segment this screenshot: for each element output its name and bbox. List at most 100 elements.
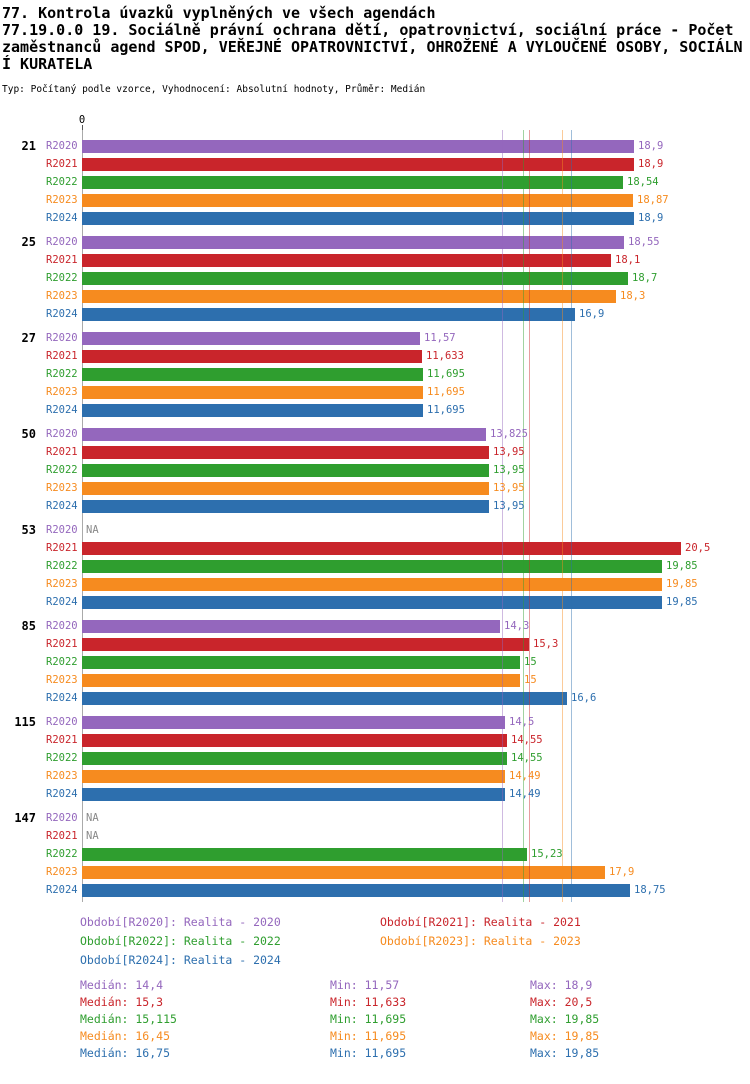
series-row-label: R2022: [46, 464, 78, 476]
stat-max-r2023: Max: 19,85: [530, 1029, 600, 1043]
series-row-label: R2020: [46, 620, 78, 632]
bar-value-label: 13,95: [493, 482, 525, 494]
series-row-label: R2021: [46, 350, 78, 362]
axis-zero-label: 0: [78, 114, 86, 126]
na-value-label: NA: [86, 524, 99, 536]
legend-item-r2020: Období[R2020]: Realita - 2020: [80, 915, 281, 929]
bar-value-label: 18,54: [627, 176, 659, 188]
series-row-label: R2022: [46, 560, 78, 572]
axis-tick: [82, 125, 83, 130]
bar-value-label: 14,3: [504, 620, 530, 632]
bar-value-label: 11,633: [426, 350, 464, 362]
legend-item-r2022: Období[R2022]: Realita - 2022: [80, 934, 281, 948]
bar-value-label: 18,87: [637, 194, 669, 206]
series-row-label: R2023: [46, 770, 78, 782]
series-row-label: R2024: [46, 692, 78, 704]
bar-value-label: 16,9: [579, 308, 605, 320]
bar-r2023: [82, 386, 423, 399]
bar-value-label: 13,95: [493, 464, 525, 476]
bar-r2024: [82, 500, 489, 513]
bar-r2023: [82, 194, 633, 207]
bar-value-label: 11,57: [424, 332, 456, 344]
chart-title: 77. Kontrola úvazků vyplněných ve všech …: [2, 4, 436, 22]
series-row-label: R2024: [46, 212, 78, 224]
series-row-label: R2022: [46, 656, 78, 668]
stat-max-r2022: Max: 19,85: [530, 1012, 600, 1026]
bar-value-label: 14,49: [509, 788, 541, 800]
median-line-r2023: [562, 130, 564, 902]
median-line-r2022: [523, 130, 525, 902]
stat-median-r2024: Medián: 16,75: [80, 1046, 171, 1060]
series-row-label: R2024: [46, 788, 78, 800]
stat-median-r2023: Medián: 16,45: [80, 1029, 171, 1043]
series-row-label: R2020: [46, 812, 78, 824]
series-row-label: R2020: [46, 716, 78, 728]
bar-value-label: 14,49: [509, 770, 541, 782]
chart-subtitle: 77.19.0.0 19. Sociálně právní ochrana dě…: [2, 21, 743, 73]
series-row-label: R2022: [46, 848, 78, 860]
bar-r2021: [82, 350, 422, 363]
series-row-label: R2023: [46, 194, 78, 206]
series-row-label: R2021: [46, 830, 78, 842]
bar-r2021: [82, 734, 507, 747]
series-row-label: R2024: [46, 404, 78, 416]
median-line-r2024: [571, 130, 573, 902]
series-row-label: R2024: [46, 500, 78, 512]
series-row-label: R2021: [46, 254, 78, 266]
bar-r2023: [82, 866, 605, 879]
stat-min-r2020: Min: 11,57: [330, 978, 400, 992]
category-label: 53: [21, 523, 36, 537]
bar-r2021: [82, 254, 611, 267]
series-row-label: R2020: [46, 236, 78, 248]
stat-min-r2022: Min: 11,695: [330, 1012, 407, 1026]
bar-value-label: 18,7: [632, 272, 658, 284]
bar-value-label: 17,9: [609, 866, 635, 878]
stat-min-r2023: Min: 11,695: [330, 1029, 407, 1043]
bar-value-label: 13,825: [490, 428, 528, 440]
series-row-label: R2020: [46, 524, 78, 536]
bar-value-label: 14,5: [509, 716, 535, 728]
stat-median-r2020: Medián: 14,4: [80, 978, 164, 992]
series-row-label: R2023: [46, 674, 78, 686]
bar-r2021: [82, 542, 681, 555]
series-row-label: R2021: [46, 638, 78, 650]
na-value-label: NA: [86, 812, 99, 824]
bar-r2020: [82, 428, 486, 441]
bar-r2022: [82, 272, 628, 285]
stat-max-r2024: Max: 19,85: [530, 1046, 600, 1060]
bar-value-label: 18,55: [628, 236, 660, 248]
series-row-label: R2020: [46, 428, 78, 440]
series-row-label: R2020: [46, 140, 78, 152]
bar-r2020: [82, 332, 420, 345]
median-line-r2021: [528, 130, 530, 902]
series-row-label: R2024: [46, 308, 78, 320]
bar-value-label: 18,3: [620, 290, 646, 302]
bar-r2022: [82, 464, 489, 477]
stat-min-r2021: Min: 11,633: [330, 995, 407, 1009]
bar-value-label: 15,3: [533, 638, 559, 650]
stat-max-r2021: Max: 20,5: [530, 995, 593, 1009]
bar-r2020: [82, 140, 634, 153]
bar-value-label: 19,85: [666, 596, 698, 608]
series-row-label: R2024: [46, 596, 78, 608]
series-row-label: R2020: [46, 332, 78, 344]
chart-header: 77. Kontrola úvazků vyplněných ve všech …: [2, 5, 748, 96]
category-label: 50: [21, 427, 36, 441]
series-row-label: R2022: [46, 368, 78, 380]
bar-value-label: 18,1: [615, 254, 641, 266]
value-axis-line: [82, 130, 83, 902]
median-line-r2020: [502, 130, 504, 902]
legend-item-r2023: Období[R2023]: Realita - 2023: [380, 934, 581, 948]
series-row-label: R2023: [46, 386, 78, 398]
bar-value-label: 11,695: [427, 386, 465, 398]
bar-r2023: [82, 674, 520, 687]
bar-r2023: [82, 482, 489, 495]
category-label: 25: [21, 235, 36, 249]
bar-value-label: 19,85: [666, 560, 698, 572]
bar-r2023: [82, 290, 616, 303]
bar-value-label: 18,75: [634, 884, 666, 896]
stat-max-r2020: Max: 18,9: [530, 978, 593, 992]
bar-r2024: [82, 692, 567, 705]
series-row-label: R2023: [46, 866, 78, 878]
